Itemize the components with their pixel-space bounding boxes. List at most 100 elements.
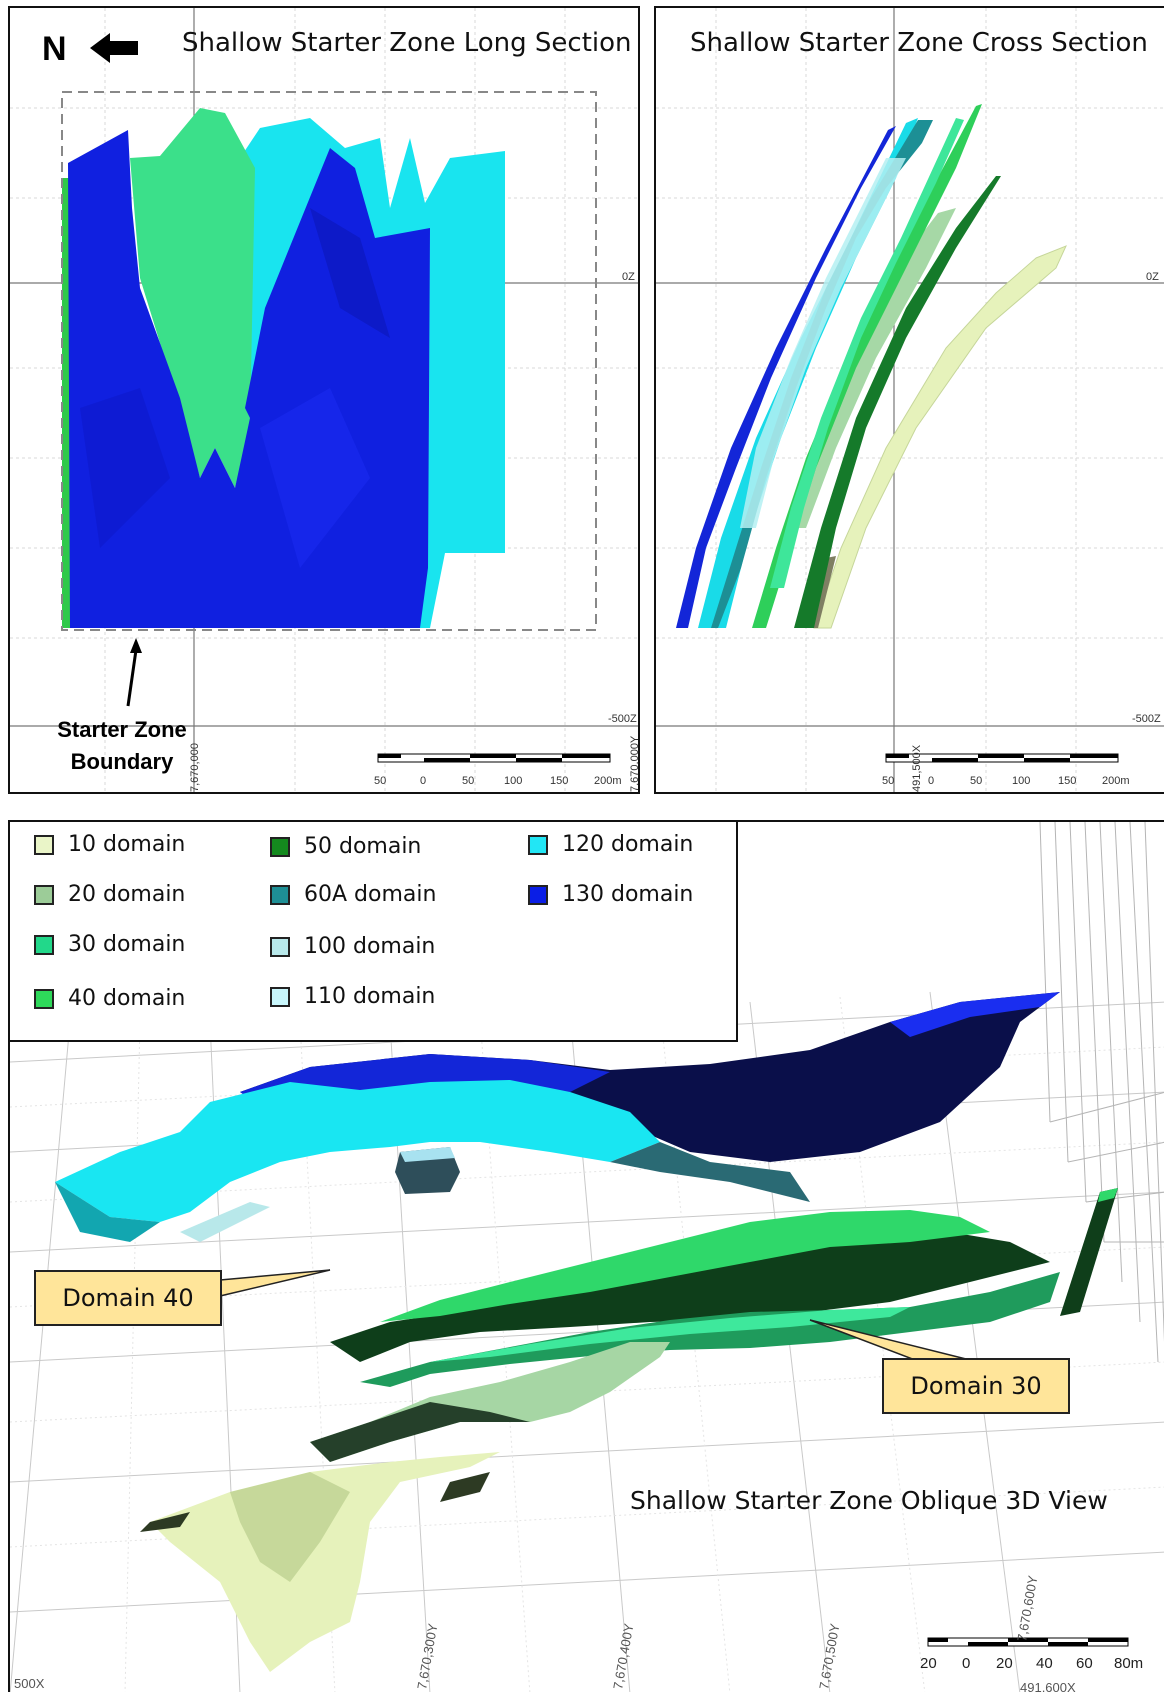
cross-coord-label: 491,500X: [911, 744, 923, 792]
oblique-50-domain-solid: [330, 1232, 1050, 1362]
cross-scale-label-5: 200m: [1102, 775, 1130, 787]
oblique-10-domain-shaded: [230, 1472, 350, 1582]
grid-label-500y: 7,670,500Y: [816, 1622, 842, 1690]
starter-zone-boundary-label: Starter Zone Boundary: [42, 714, 202, 778]
legend-item-60a: 60A domain: [270, 882, 436, 907]
oblique-wall-hatching: [1039, 822, 1164, 1363]
legend-label-20: 20 domain: [68, 882, 186, 907]
oblique-scale-label-1: 0: [962, 1655, 970, 1672]
legend-label-120: 120 domain: [562, 832, 694, 857]
scale-label-5: 200m: [594, 775, 622, 787]
oblique-scale-label-3: 40: [1036, 1655, 1053, 1672]
domain-legend: 10 domain 20 domain 30 domain 40 domain …: [10, 822, 738, 1042]
north-label: N: [42, 30, 67, 68]
edge-coord-label: 500X: [14, 1676, 45, 1691]
legend-swatch-120: [528, 834, 548, 855]
long-section-panel: 50 0 50 100 150 200m 0Z -500Z 7,670,000Y…: [8, 6, 640, 794]
bottom-coord-label: 491,600X: [1020, 1680, 1076, 1692]
oblique-view-title: Shallow Starter Zone Oblique 3D View: [630, 1486, 1108, 1515]
oblique-120-domain-solid: [55, 1080, 660, 1222]
legend-label-110: 110 domain: [304, 984, 436, 1009]
legend-swatch-30: [34, 934, 54, 955]
legend-item-120: 120 domain: [528, 832, 693, 857]
grid-label-300y: 7,670,300Y: [414, 1622, 440, 1690]
oblique-60a-domain-solid: [610, 1142, 810, 1202]
north-arrow-icon: [90, 33, 138, 63]
legend-label-30: 30 domain: [68, 932, 186, 957]
oblique-scale-labels: 20 0 20 40 60 80m: [920, 1655, 1143, 1672]
legend-item-130: 130 domain: [528, 882, 693, 907]
oblique-scale-label-4: 60: [1076, 1655, 1093, 1672]
northing-label: 7,670,000: [189, 743, 201, 792]
grid-label-600y: 7,670,600Y: [1014, 1574, 1040, 1642]
oblique-vertical-slab: [1060, 1188, 1118, 1316]
domain-30-callout: Domain 30: [882, 1358, 1070, 1414]
cross-scale-label-0: 50: [882, 775, 894, 787]
cross-30-domain-solid: [770, 118, 964, 588]
legend-swatch-60a: [270, 884, 290, 905]
domain-40-callout: Domain 40: [34, 1270, 222, 1326]
legend-label-60a: 60A domain: [304, 882, 437, 907]
legend-swatch-100: [270, 936, 290, 957]
cross-section-panel: 50 0 50 100 150 200m 0Z -500Z 491,500X S…: [654, 6, 1164, 794]
scale-label-4: 150: [550, 775, 568, 787]
cross-100-domain-solid: [740, 158, 906, 528]
oblique-scale-label-5: 80m: [1114, 1655, 1143, 1672]
legend-item-10: 10 domain: [34, 832, 185, 857]
long-section-scale-bar: [377, 753, 611, 763]
cross-scale-label-3: 100: [1012, 775, 1030, 787]
oblique-100-domain-sliver: [180, 1202, 270, 1242]
blue-shading-facet-3: [310, 208, 390, 338]
long-section-title: Shallow Starter Zone Long Section: [182, 28, 632, 58]
oblique-10-domain-far-sliver: [440, 1472, 490, 1502]
legend-item-100: 100 domain: [270, 934, 435, 959]
cross-10-domain-solid: [813, 245, 1067, 629]
long-section-grid: [10, 8, 638, 792]
blue-shading-facet-2: [260, 388, 370, 568]
elevation-label-top: 0Z: [622, 271, 635, 283]
boundary-label-line2: Boundary: [70, 749, 174, 774]
long-section-view: 50 0 50 100 150 200m 0Z -500Z 7,670,000Y…: [10, 8, 640, 792]
cross-section-view: 50 0 50 100 150 200m 0Z -500Z 491,500X: [656, 8, 1164, 792]
oblique-120-shaded-face: [55, 1182, 160, 1242]
cross-scale-label-2: 50: [970, 775, 982, 787]
oblique-130-domain-solid: [240, 992, 1060, 1162]
cross-scale-label-1: 0: [928, 775, 934, 787]
oblique-scale-label-0: 20: [920, 1655, 937, 1672]
oblique-3d-panel: 20 0 20 40 60 80m 7,670,300Y 7,670,400Y …: [8, 820, 1164, 1692]
cross-elevation-label-bottom: -500Z: [1132, 713, 1161, 725]
oblique-vertical-slab-edge: [1098, 1188, 1118, 1202]
oblique-30-highlight: [430, 1307, 910, 1362]
boundary-pointer-arrowhead: [130, 638, 142, 653]
cross-20-domain-solid: [791, 208, 956, 528]
blue-shading-facet-1: [80, 388, 170, 548]
legend-swatch-130: [528, 884, 548, 905]
legend-swatch-50: [270, 836, 290, 857]
cross-section-title: Shallow Starter Zone Cross Section: [690, 28, 1148, 58]
legend-swatch-40: [34, 988, 54, 1009]
green-domain-solid: [130, 108, 255, 488]
legend-label-50: 50 domain: [304, 834, 422, 859]
cross-elevation-label-top: 0Z: [1146, 271, 1159, 283]
legend-item-110: 110 domain: [270, 984, 435, 1009]
easting-label: 7,670,000Y: [629, 735, 640, 792]
oblique-scale-bar: [927, 1637, 1129, 1647]
legend-label-100: 100 domain: [304, 934, 436, 959]
boundary-label-line1: Starter Zone: [57, 717, 187, 742]
legend-swatch-10: [34, 834, 54, 855]
oblique-130-right-face: [890, 992, 1060, 1037]
oblique-grid-labels: 7,670,300Y 7,670,400Y 7,670,500Y 7,670,6…: [14, 1574, 1076, 1692]
cross-50-domain-solid: [794, 176, 1001, 628]
oblique-3d-view: 20 0 20 40 60 80m 7,670,300Y 7,670,400Y …: [10, 822, 1164, 1692]
cross-scale-label-4: 150: [1058, 775, 1076, 787]
scale-label-0: 50: [374, 775, 386, 787]
legend-label-130: 130 domain: [562, 882, 694, 907]
oblique-40-domain-solid: [380, 1210, 990, 1322]
legend-item-50: 50 domain: [270, 834, 421, 859]
scale-label-3: 100: [504, 775, 522, 787]
oblique-scale-label-2: 20: [996, 1655, 1013, 1672]
grid-label-400y: 7,670,400Y: [610, 1622, 636, 1690]
oblique-10-domain-dark-sliver: [140, 1512, 190, 1532]
legend-item-30: 30 domain: [34, 932, 185, 957]
scale-label-2: 50: [462, 775, 474, 787]
